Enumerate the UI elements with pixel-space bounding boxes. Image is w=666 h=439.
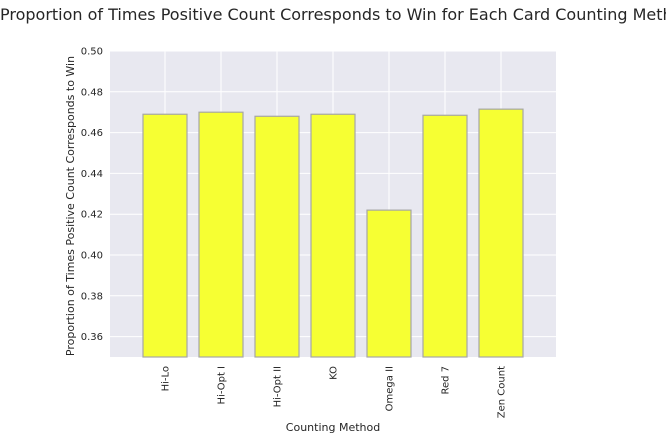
x-tick-label: Hi-Opt II — [273, 366, 284, 407]
y-tick-label: 0.46 — [81, 128, 103, 139]
bar-hi-lo — [142, 113, 188, 358]
y-tick-label: 0.44 — [81, 169, 103, 180]
y-tick-label: 0.36 — [81, 332, 103, 343]
chart-title: Proportion of Times Positive Count Corre… — [0, 5, 666, 24]
x-tick-label: Omega II — [385, 366, 396, 411]
bar-red-7 — [422, 114, 468, 358]
y-tick-label: 0.48 — [81, 87, 103, 98]
y-tick-label: 0.42 — [81, 210, 103, 221]
y-tick-labels: 0.36 0.38 0.40 0.42 0.44 0.46 0.48 0.50 — [81, 47, 103, 344]
y-tick-label: 0.40 — [81, 251, 103, 262]
y-axis-label: Proportion of Times Positive Count Corre… — [64, 56, 77, 356]
bar-omega-ii — [366, 209, 412, 358]
x-tick-label: Hi-Opt I — [217, 366, 228, 404]
x-tick-label: Red 7 — [441, 366, 452, 395]
x-tick-label: Hi-Lo — [161, 366, 172, 391]
x-tick-labels: Hi-Lo Hi-Opt I Hi-Opt II KO Omega II Red 7 Zen… — [161, 366, 508, 418]
bar-zen-count — [478, 108, 524, 358]
x-tick-label: Zen Count — [497, 366, 508, 418]
bar-hi-opt-i — [198, 111, 244, 358]
x-tick-label: KO — [329, 366, 340, 380]
bar-ko — [310, 113, 356, 358]
y-tick-label: 0.38 — [81, 291, 103, 302]
y-tick-label: 0.50 — [81, 47, 103, 58]
bar-hi-opt-ii — [254, 115, 300, 358]
bars — [142, 108, 524, 358]
x-axis-label: Counting Method — [286, 421, 380, 434]
